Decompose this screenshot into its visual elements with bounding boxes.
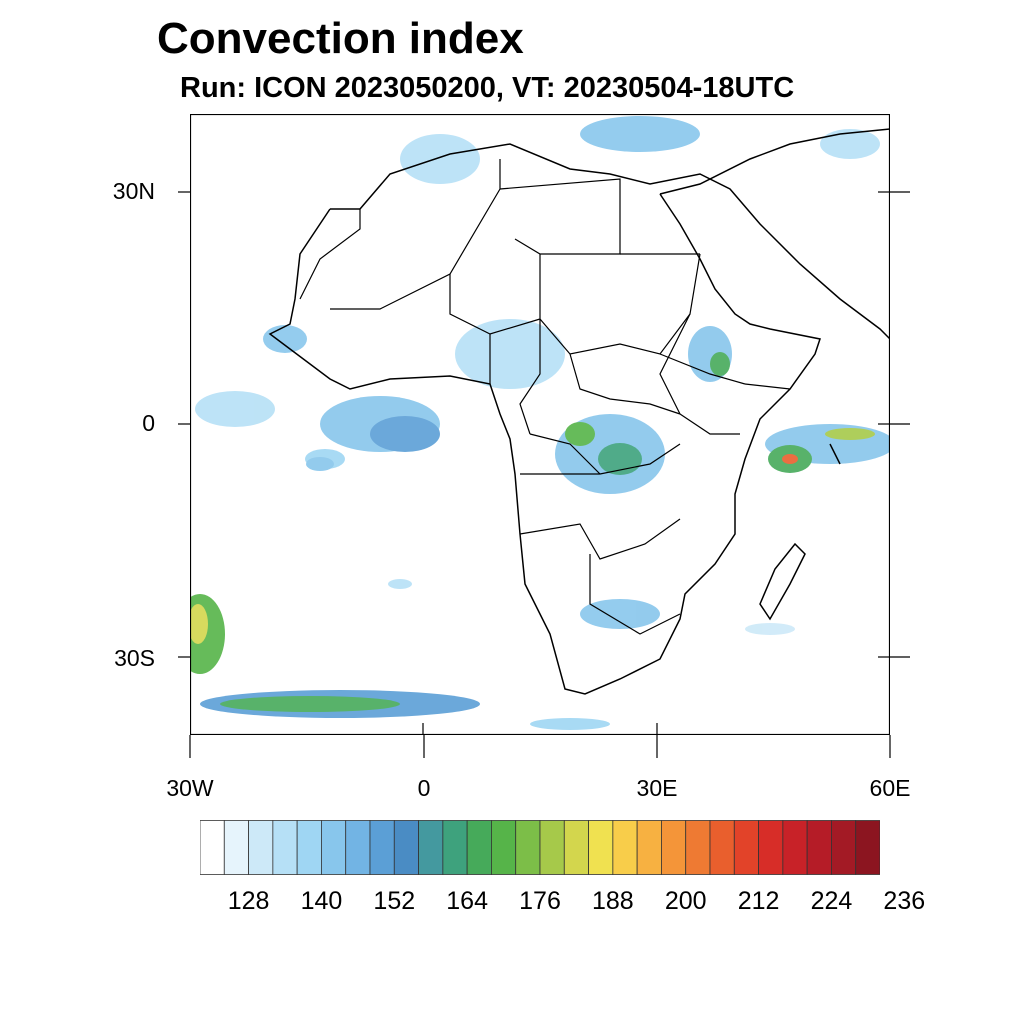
colorbar-swatch xyxy=(612,820,638,875)
colorbar-swatch xyxy=(345,820,371,875)
colorbar-swatch xyxy=(636,820,662,875)
colorbar-label: 200 xyxy=(664,887,707,915)
colorbar-label: 224 xyxy=(810,887,853,915)
colorbar-label: 164 xyxy=(446,887,488,915)
colorbar-swatch xyxy=(831,820,857,875)
colorbar-swatch xyxy=(418,820,444,875)
lon-label-30w: 30W xyxy=(166,775,214,801)
colorbar-label: 176 xyxy=(519,887,561,915)
lat-label-0: 0 xyxy=(142,410,155,436)
colorbar-swatch xyxy=(296,820,322,875)
colorbar-swatch xyxy=(369,820,395,875)
convection-field xyxy=(190,116,890,730)
colorbar-swatch xyxy=(223,820,249,875)
colorbar-swatch xyxy=(685,820,711,875)
chart-subtitle: Run: ICON 2023050200, VT: 20230504-18UTC xyxy=(180,72,795,104)
colorbar-label: 140 xyxy=(300,887,343,915)
chart-title: Convection index xyxy=(157,14,524,63)
colorbar-swatch xyxy=(321,820,347,875)
colorbar-swatch xyxy=(782,820,808,875)
colorbar-swatches xyxy=(200,820,880,875)
colorbar-swatch xyxy=(733,820,759,875)
colorbar-swatch xyxy=(758,820,784,875)
map-panel xyxy=(190,114,890,735)
colorbar-swatch xyxy=(466,820,492,875)
colorbar-swatch xyxy=(588,820,614,875)
colorbar xyxy=(200,820,880,875)
lon-label-60e: 60E xyxy=(869,775,911,801)
colorbar-swatch xyxy=(272,820,298,875)
colorbar-swatch xyxy=(491,820,517,875)
lat-label-30s: 30S xyxy=(114,645,155,671)
colorbar-swatch xyxy=(248,820,274,875)
colorbar-swatch xyxy=(709,820,735,875)
colorbar-swatch xyxy=(563,820,589,875)
axis-ticks xyxy=(190,191,890,735)
colorbar-label: 212 xyxy=(737,887,780,915)
colorbar-swatch xyxy=(393,820,419,875)
colorbar-swatch xyxy=(855,820,880,875)
lon-label-30e: 30E xyxy=(636,775,678,801)
colorbar-swatch xyxy=(661,820,687,875)
colorbar-swatch xyxy=(806,820,832,875)
colorbar-swatch xyxy=(200,820,225,875)
colorbar-label: 128 xyxy=(227,887,270,915)
lat-label-30n: 30N xyxy=(112,178,155,204)
coastlines xyxy=(268,128,890,695)
colorbar-label: 188 xyxy=(591,887,634,915)
country-borders xyxy=(299,159,791,635)
colorbar-swatch xyxy=(442,820,468,875)
colorbar-label: 152 xyxy=(373,887,416,915)
africa-convection-map xyxy=(190,114,890,735)
colorbar-swatch xyxy=(539,820,565,875)
colorbar-label: 236 xyxy=(883,887,926,915)
lon-label-0: 0 xyxy=(417,775,431,801)
colorbar-swatch xyxy=(515,820,541,875)
